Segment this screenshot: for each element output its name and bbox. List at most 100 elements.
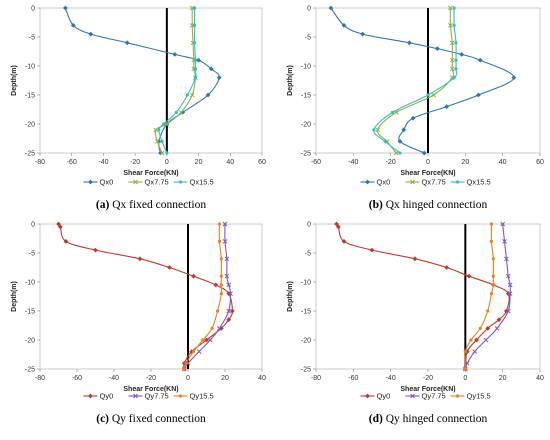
data-point: [160, 139, 164, 143]
data-point: [474, 337, 479, 343]
data-point: [444, 265, 450, 270]
legend-marker: [410, 179, 415, 185]
data-point: [159, 150, 165, 156]
y-tick-label: -5: [305, 251, 311, 258]
data-point: [226, 282, 232, 288]
data-point: [494, 326, 500, 331]
legend-item-Qx7.75: Qx7.75: [128, 178, 169, 187]
data-point: [167, 265, 172, 270]
data-point: [189, 23, 195, 28]
data-point: [201, 338, 205, 342]
data-point: [162, 122, 166, 126]
data-point: [421, 150, 427, 156]
data-point: [502, 239, 507, 244]
data-point: [222, 239, 228, 244]
y-tick-label: -20: [25, 122, 35, 129]
legend-marker: [455, 180, 460, 184]
data-point: [507, 291, 513, 296]
data-point: [452, 23, 456, 27]
caption-text: Qy hinged connection: [383, 413, 488, 425]
data-point: [444, 104, 450, 109]
data-point: [217, 222, 222, 226]
x-tick-label: 20: [195, 159, 203, 166]
plot-area-frame: [315, 223, 541, 370]
data-point: [469, 338, 473, 342]
data-point: [62, 5, 68, 11]
data-point: [454, 58, 458, 62]
data-point: [489, 239, 494, 243]
data-point: [219, 257, 223, 261]
data-point: [88, 31, 94, 37]
x-tick-label: -40: [348, 159, 358, 166]
y-axis-label: Depth(m): [287, 65, 294, 96]
data-point: [157, 128, 161, 132]
data-point: [204, 337, 209, 343]
y-tick-label: -15: [301, 309, 311, 316]
legend: Qx0 Qx7.75 Qx15.5: [83, 178, 214, 187]
data-point: [196, 349, 202, 354]
data-point: [182, 367, 186, 371]
data-point: [228, 291, 233, 296]
data-point: [398, 151, 402, 155]
data-point: [449, 66, 455, 72]
series-line: [464, 223, 511, 370]
data-point: [505, 308, 511, 314]
data-point: [193, 58, 197, 62]
legend-marker: [365, 179, 370, 185]
data-point: [153, 127, 159, 133]
x-tick-label: 40: [499, 159, 507, 166]
x-tick-label: 40: [226, 159, 234, 166]
data-point: [401, 127, 407, 133]
data-point: [454, 41, 458, 45]
chart-panel-4: 0 -5 -10 -15 -20 -25-80 -60 -40 -20 0 20 40 Shear Fo…: [287, 222, 544, 426]
legend-label: Qy15.5: [467, 392, 491, 401]
data-point: [191, 273, 196, 279]
legend-marker: [455, 394, 460, 398]
data-point: [63, 239, 69, 244]
y-tick-label: -5: [29, 35, 35, 42]
x-tick-label: -40: [386, 375, 396, 382]
data-point: [369, 247, 375, 253]
y-tick-label: -10: [25, 280, 35, 287]
series-Qx0: [62, 5, 222, 156]
plot-area-frame: [39, 223, 263, 370]
legend: Qy0 Qy7.75 Qy15.5: [83, 392, 214, 401]
data-point: [189, 5, 195, 11]
data-point: [193, 41, 197, 45]
legend-label: Qx7.75: [145, 178, 169, 187]
legend-marker: [365, 393, 370, 399]
data-point: [174, 110, 178, 114]
data-point: [434, 46, 440, 51]
series-Qy7.75: [462, 221, 513, 372]
y-axis-label: Depth(m): [11, 281, 18, 312]
data-point: [341, 239, 347, 244]
data-point: [193, 23, 197, 27]
data-point: [483, 337, 489, 343]
y-tick-label: 0: [31, 6, 35, 13]
legend-label: Qx0: [100, 178, 114, 187]
data-point: [463, 350, 467, 354]
chart-panel-1: 0 -5 -10 -15 -20 -25-80 -60 -40 -20 0 20 40 60 Shear …: [11, 6, 266, 212]
series-line: [154, 7, 196, 154]
data-point: [213, 282, 219, 288]
data-point: [226, 317, 232, 323]
y-tick-label: 0: [307, 222, 311, 229]
caption-label: (a): [96, 199, 110, 211]
data-point: [180, 110, 186, 115]
series-Qx0: [328, 5, 517, 156]
y-tick-label: -15: [25, 93, 35, 100]
data-point: [219, 283, 223, 287]
data-point: [341, 23, 347, 28]
data-point: [452, 6, 456, 10]
data-point: [193, 6, 197, 10]
data-point: [165, 151, 169, 155]
data-point: [485, 326, 491, 331]
data-point: [449, 57, 455, 63]
panel-caption: (c) Qy fixed connection: [96, 413, 206, 425]
x-tick-label: -80: [35, 159, 45, 166]
series-line: [336, 223, 510, 370]
x-tick-label: 0: [463, 375, 467, 382]
caption-label: (b): [369, 199, 383, 211]
data-point: [154, 139, 160, 144]
legend-marker: [133, 179, 138, 185]
